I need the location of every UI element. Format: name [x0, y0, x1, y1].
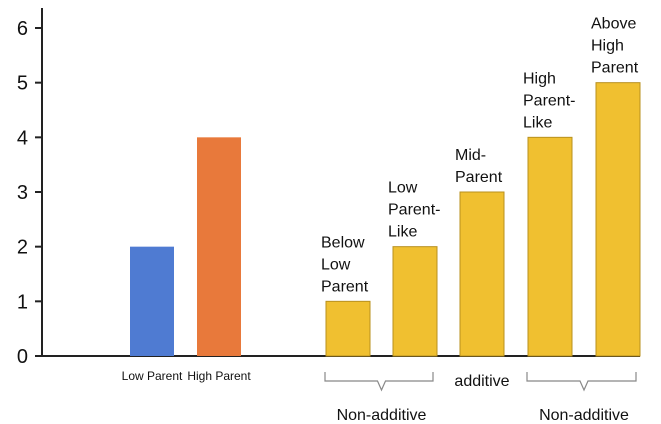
- bar: [197, 137, 241, 356]
- group-label: additive: [454, 373, 509, 390]
- y-tick-label: 2: [17, 237, 28, 259]
- bar-data-label: Parent: [321, 278, 369, 295]
- x-tick-label: High Parent: [187, 369, 251, 383]
- bars-group: [130, 82, 641, 357]
- bar: [392, 246, 438, 357]
- group-label: Non-additive: [539, 407, 629, 424]
- y-tick-label: 6: [17, 18, 28, 40]
- group-label: Non-additive: [337, 407, 427, 424]
- y-tick-label: 0: [17, 346, 28, 368]
- bar-data-label: High: [591, 38, 624, 55]
- bar-data-label: Parent: [455, 169, 503, 186]
- bar-data-label: High: [523, 70, 556, 87]
- bar-data-label: Above: [591, 16, 636, 33]
- bar: [130, 246, 174, 356]
- bar-data-label: Mid-: [455, 147, 486, 164]
- group-bracket: [526, 372, 637, 392]
- bar: [459, 191, 505, 357]
- y-tick-label: 4: [17, 127, 28, 149]
- bar-data-label: Parent-: [523, 92, 575, 109]
- bar-data-label: Below: [321, 234, 365, 251]
- labels-group: Low Parent High Parent Below Low Parent Low Pa…: [122, 16, 639, 383]
- y-tick-label: 1: [17, 291, 28, 313]
- bar-data-label: Parent-: [388, 202, 440, 219]
- y-tick-label: 5: [17, 73, 28, 95]
- bar-data-label: Like: [388, 224, 417, 241]
- bar-data-label: Low: [388, 180, 418, 197]
- bar: [325, 300, 371, 357]
- bar-data-label: Parent: [591, 60, 639, 77]
- bar: [595, 82, 641, 357]
- bar: [527, 136, 573, 357]
- bar-data-label: Low: [321, 256, 351, 273]
- x-tick-label: Low Parent: [122, 369, 183, 383]
- group-bracket: [324, 372, 434, 392]
- group-brackets: Non-additive additive Non-additive: [324, 372, 637, 424]
- bar-data-label: Like: [523, 114, 552, 131]
- y-tick-label: 3: [17, 182, 28, 204]
